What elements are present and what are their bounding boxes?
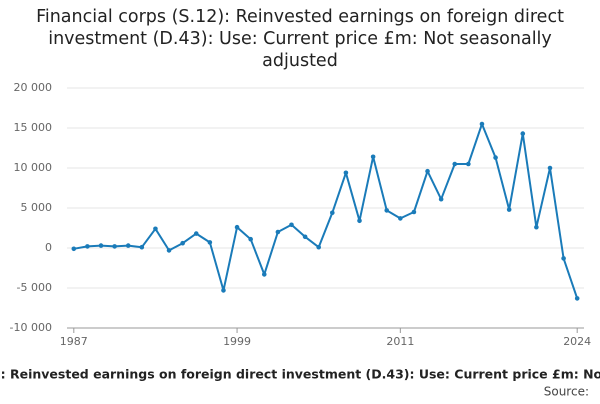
x-tick-label: 2024 [563,335,591,348]
point [85,244,90,249]
point [153,226,158,232]
point [207,240,213,245]
point [98,243,104,248]
point [71,246,77,252]
point [193,231,199,236]
chart-title: Financial corps (S.12): Reinvested earni… [36,7,564,71]
point [520,131,526,136]
point [384,208,390,213]
point [139,244,145,250]
point [438,196,444,202]
point [561,256,566,261]
point [411,209,417,215]
point [112,244,117,249]
point [234,224,240,230]
point [574,296,580,301]
point [166,248,172,253]
point [180,240,185,246]
point [316,244,321,250]
point [330,210,335,216]
point [466,161,471,167]
point [221,288,226,293]
point [479,121,485,127]
point [547,165,553,171]
point [493,155,498,160]
x-tick-label: 2011 [386,335,414,348]
line [73,123,579,299]
y-tick-label: 0 [45,241,52,254]
point [370,154,376,160]
y-tick-label: 10 000 [14,161,53,174]
point [125,243,131,248]
y-tick-label: 20 000 [14,81,53,94]
point [289,222,294,228]
point [534,224,539,230]
x-tick-label: 1987 [60,335,88,348]
point [302,234,308,240]
y-tick-label: -5 000 [17,281,52,294]
point [506,207,512,212]
y-tick-label: 15 000 [14,121,53,134]
point [275,229,281,235]
point [248,236,253,242]
point [357,218,362,224]
point [425,168,430,174]
point [261,272,267,277]
point [398,216,403,221]
y-tick-label: -10 000 [10,321,52,334]
x-tick-label: 1999 [223,335,251,348]
point [452,161,458,167]
y-tick-label: 5 000 [21,201,53,214]
source: Source: [544,385,589,399]
x-axis-label: Financial corps (S.12): Reinvested earni… [0,367,600,382]
point [343,170,349,176]
